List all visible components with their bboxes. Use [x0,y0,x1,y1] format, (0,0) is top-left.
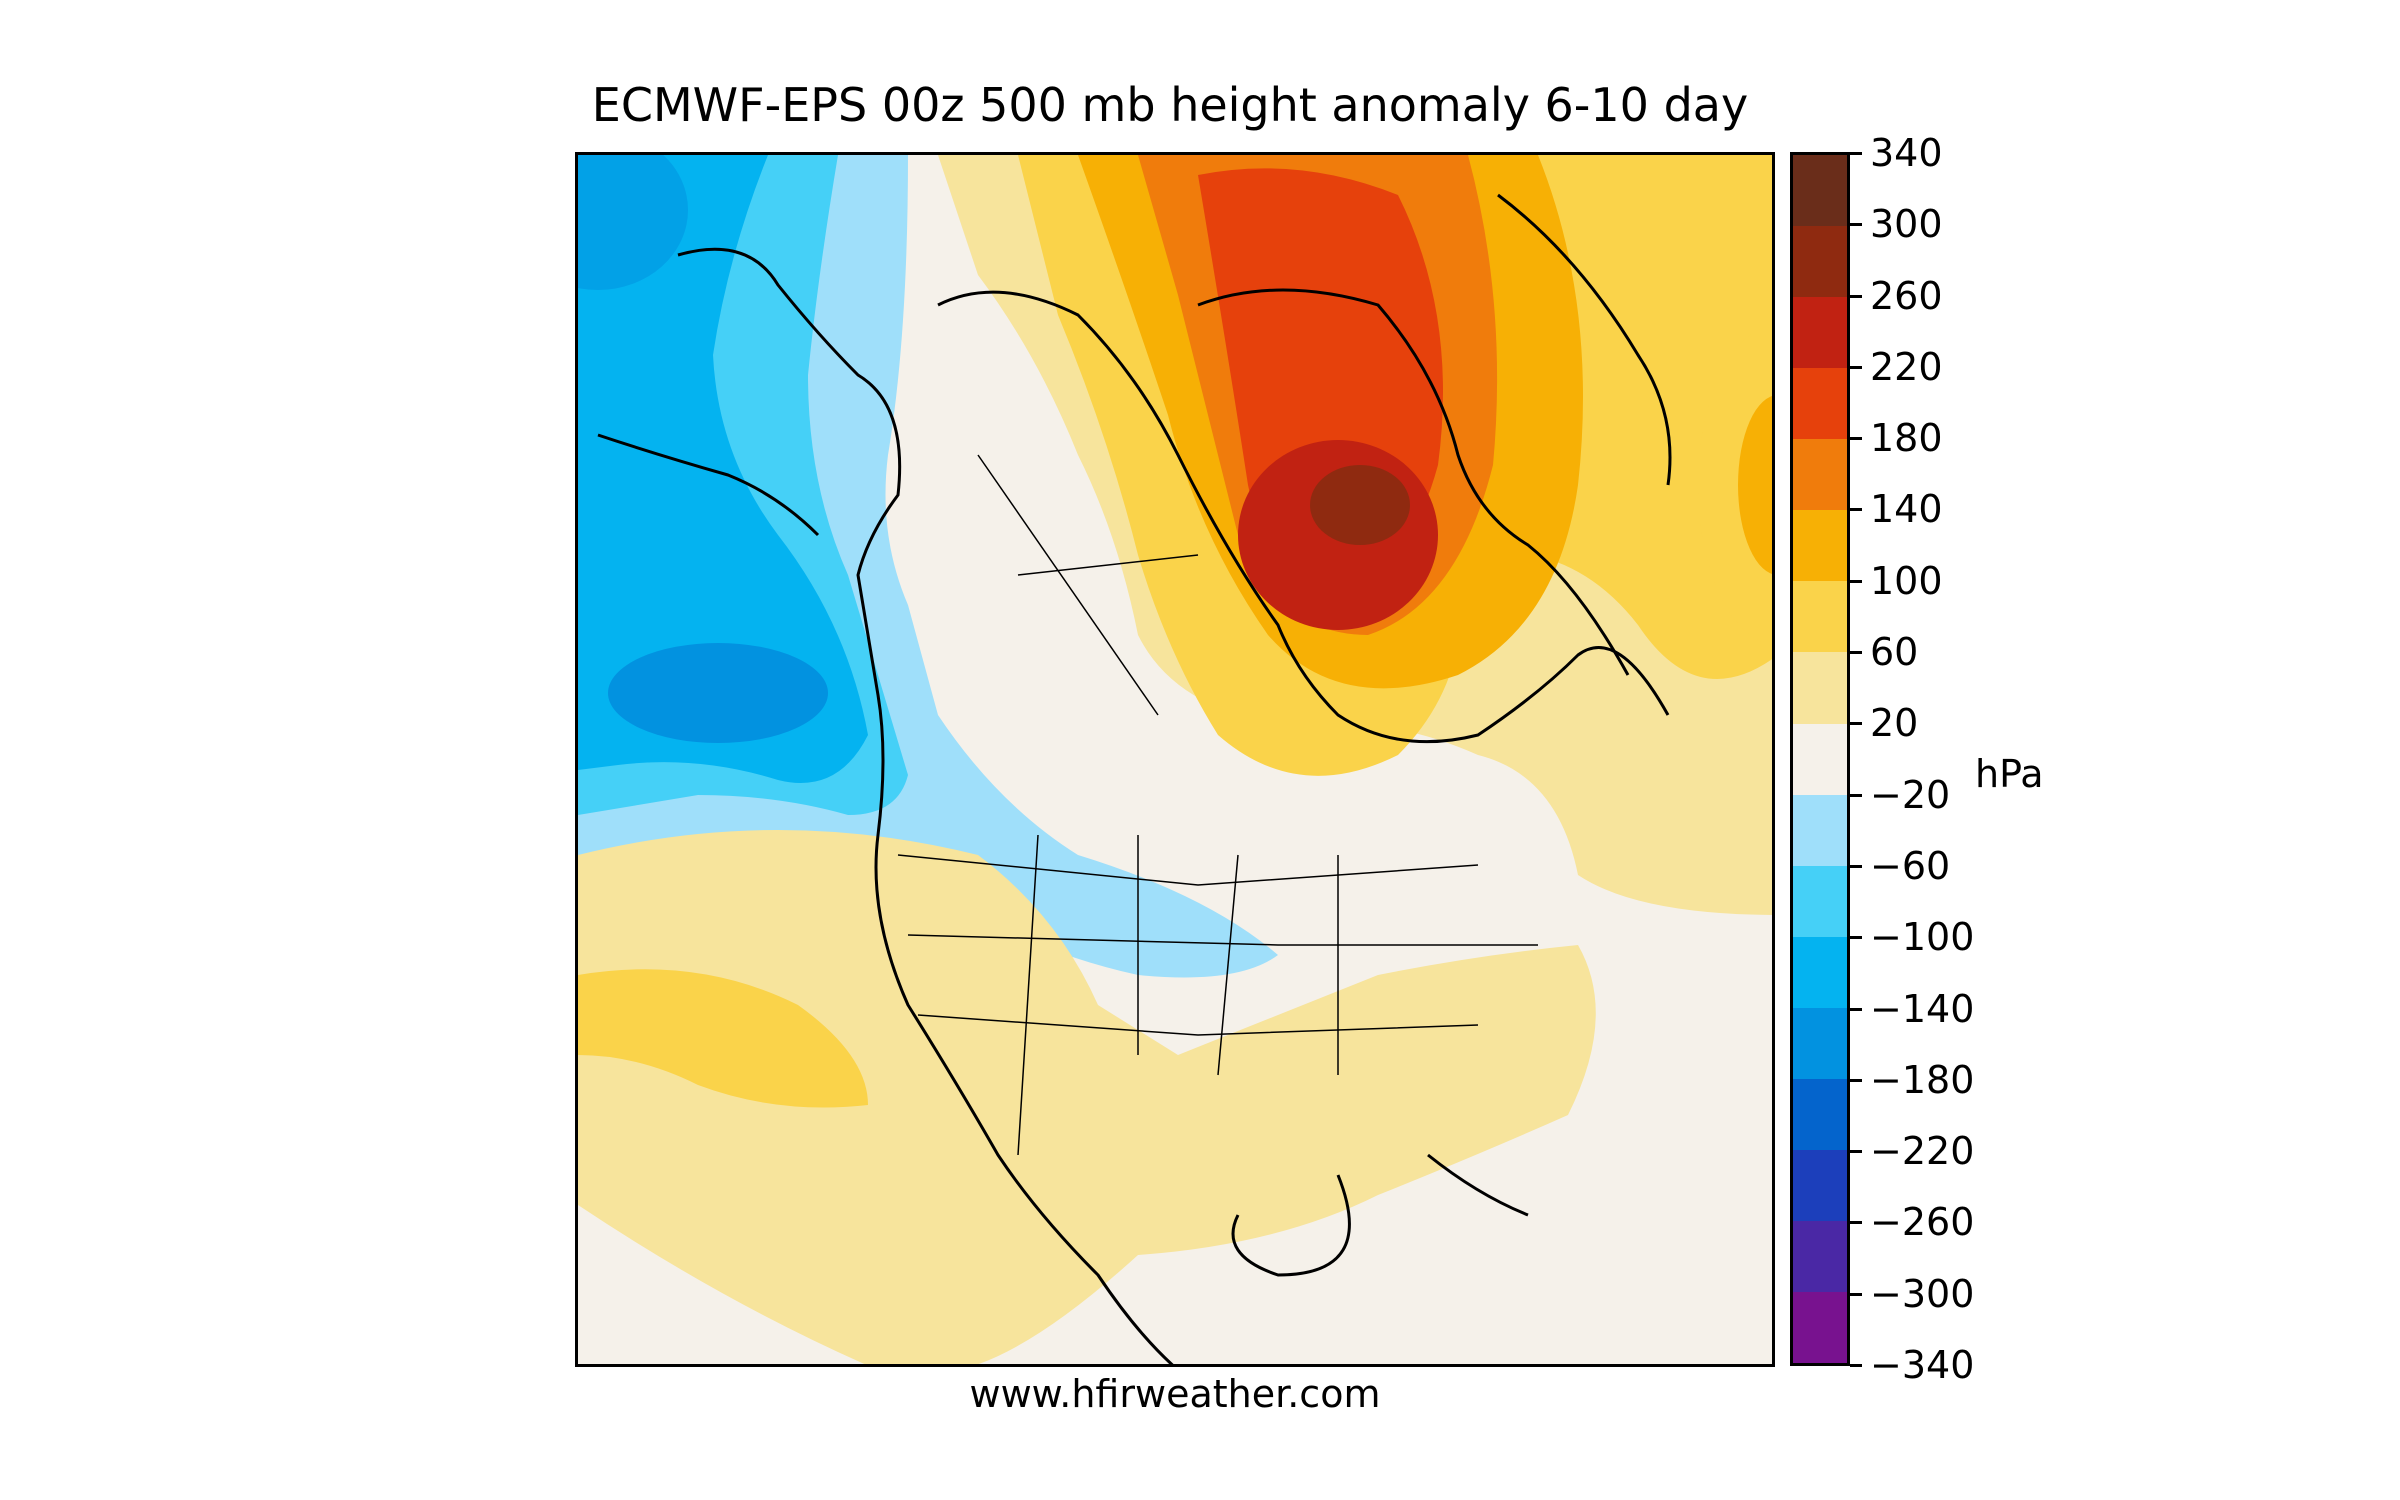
colorbar-swatch [1793,368,1847,440]
colorbar [1790,152,1850,1366]
colorbar-swatch [1793,1078,1847,1150]
colorbar-tick-label: 260 [1870,273,1943,318]
negative-anomaly-140 [608,643,828,743]
map-title: ECMWF-EPS 00z 500 mb height anomaly 6-10… [591,78,1749,132]
colorbar-tick-label: −220 [1870,1129,1975,1174]
colorbar-swatch [1793,794,1847,866]
colorbar-tick-label: 180 [1870,416,1943,461]
colorbar-swatch [1793,652,1847,724]
colorbar-swatch [1793,936,1847,1008]
positive-anomaly-greenland-core [1738,396,1772,574]
colorbar-swatch [1793,1292,1847,1364]
colorbar-swatch [1793,581,1847,653]
map-svg [578,155,1772,1364]
colorbar-swatch [1793,439,1847,511]
colorbar-unit: hPa [1975,752,2044,796]
colorbar-tick-label: −20 [1870,772,1951,817]
colorbar-tick-label: −300 [1870,1271,1975,1316]
colorbar-swatch [1793,155,1847,227]
colorbar-swatch [1793,297,1847,369]
positive-anomaly-south [578,830,1596,1364]
colorbar-tick-label: −260 [1870,1200,1975,1245]
colorbar-tick-label: 340 [1870,131,1943,175]
coastlines [597,193,1672,1364]
colorbar-swatch [1793,226,1847,298]
negative-anomaly-140-north [578,155,688,290]
neutral-south [578,1205,865,1364]
colorbar-tick-label: −100 [1870,915,1975,960]
colorbar-tick-label: 20 [1870,701,1919,746]
colorbar-tick-label: 60 [1870,630,1919,675]
anomaly-map [575,152,1775,1367]
colorbar-tick-label: −180 [1870,1057,1975,1102]
colorbar-tick-label: −340 [1870,1343,1975,1387]
positive-anomaly-greenland [1698,325,1772,645]
colorbar-ticks: 340 300 260 220 180 140 100 60 20 −20 −60 −100 −140 −… [1850,131,2030,1387]
colorbar-swatch [1793,1007,1847,1079]
colorbar-tick-label: 220 [1870,344,1943,389]
state-borders [897,454,1538,1156]
colorbar-swatch [1793,723,1847,795]
source-credit: www.hfirweather.com [969,1372,1381,1416]
colorbar-tick-label: 100 [1870,558,1943,603]
colorbar-tick-label: −140 [1870,986,1975,1031]
colorbar-swatch [1793,1220,1847,1292]
colorbar-tick-label: 300 [1870,202,1943,247]
colorbar-tick-label: 140 [1870,487,1943,532]
positive-anomaly-60-sw [578,969,868,1108]
positive-anomaly-260 [1310,465,1410,545]
negative-anomaly-100 [578,155,868,783]
colorbar-swatch [1793,865,1847,937]
colorbar-swatch [1793,1149,1847,1221]
colorbar-swatch [1793,510,1847,582]
colorbar-tick-label: −60 [1870,843,1951,888]
